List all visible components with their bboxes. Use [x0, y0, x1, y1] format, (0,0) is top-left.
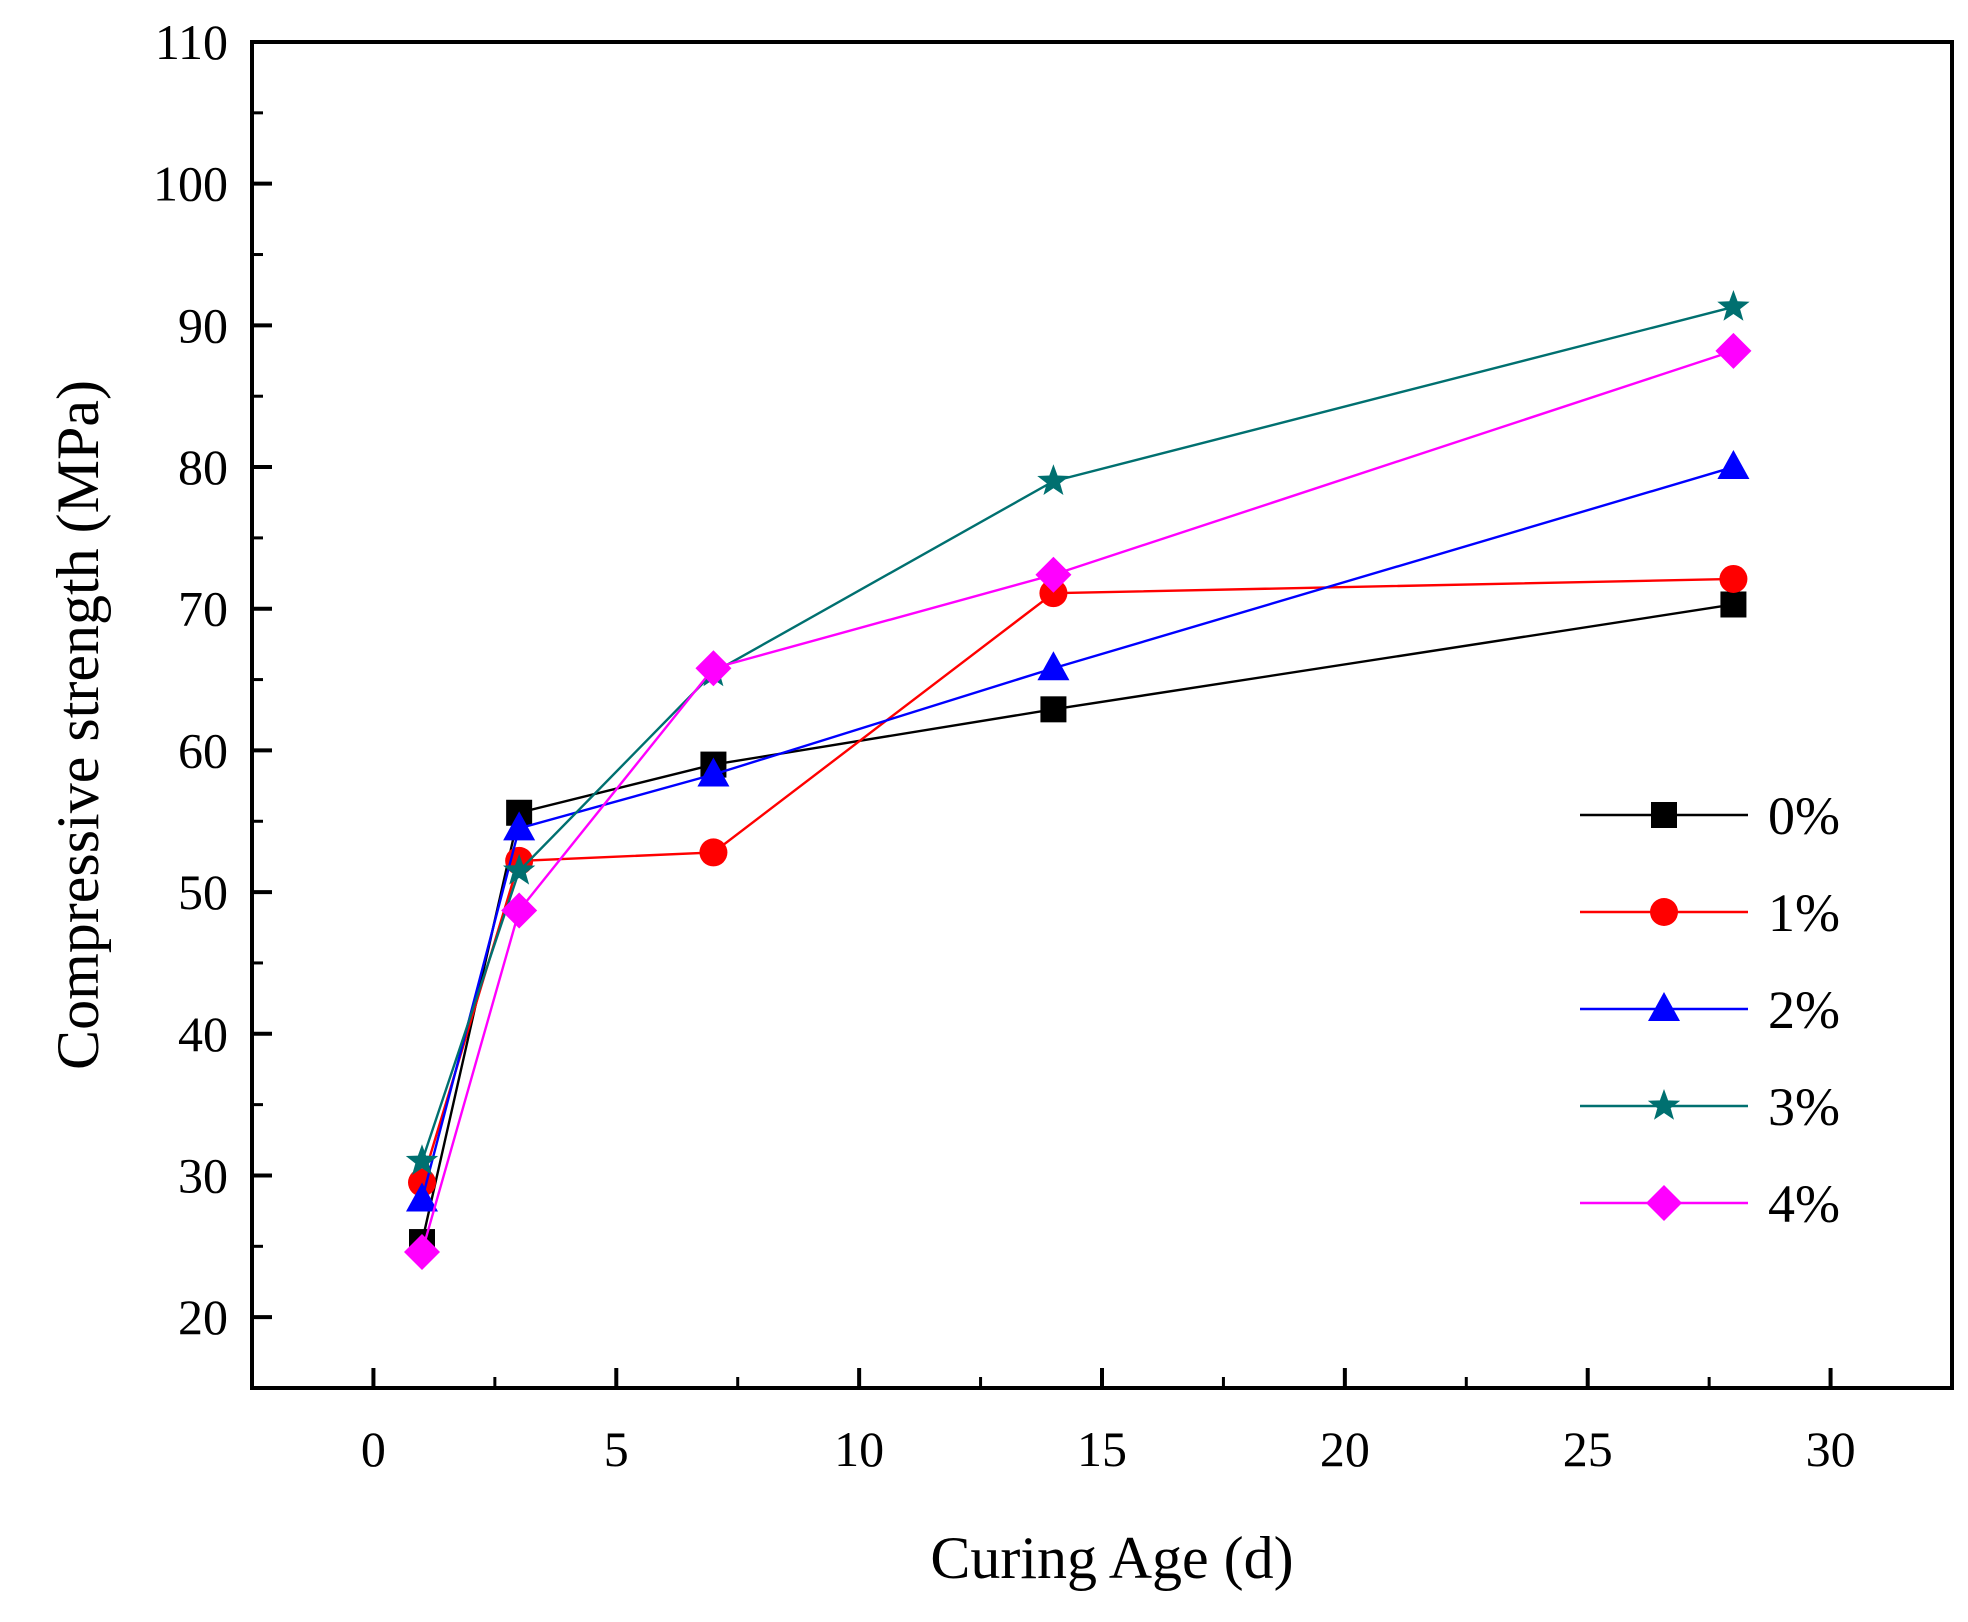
series-line: [420, 603, 1734, 1243]
data-point: [699, 838, 728, 867]
data-point: [406, 1182, 438, 1212]
legend-item: 1%: [1580, 883, 1840, 943]
legend: 0% 1% 2% 3% 4%: [1580, 786, 1840, 1234]
data-point: [502, 853, 536, 885]
legend-marker: [1646, 1185, 1682, 1221]
series-line: [420, 305, 1734, 1162]
data-point: [1037, 464, 1070, 495]
data-point: [1039, 579, 1068, 608]
y-tick-label: 80: [178, 439, 228, 495]
data-point: [695, 650, 732, 687]
legend-label: 1%: [1768, 883, 1840, 943]
x-tick-label: 10: [834, 1421, 884, 1477]
y-tick-label: 60: [178, 722, 228, 778]
data-point: [1037, 651, 1070, 681]
data-point: [1715, 332, 1752, 369]
legend-marker: [1651, 802, 1677, 828]
series-line: [420, 465, 1734, 1200]
x-tick-label: 20: [1320, 1421, 1370, 1477]
x-tick-label: 25: [1563, 1421, 1613, 1477]
data-point: [501, 892, 538, 929]
y-tick-label: 30: [178, 1147, 228, 1203]
x-tick-label: 5: [604, 1421, 629, 1477]
series-4: [404, 332, 1752, 1270]
data-point: [404, 1233, 440, 1270]
y-tick-label: 110: [155, 14, 228, 70]
x-tick-label: 15: [1077, 1421, 1127, 1477]
legend-marker: [1650, 898, 1678, 926]
data-point: [1720, 591, 1747, 618]
series-layer: [404, 289, 1752, 1270]
data-point: [1035, 556, 1072, 593]
y-axis-title: Compressive strength (MPa): [45, 380, 111, 1070]
data-point: [503, 811, 536, 841]
series-1: [408, 564, 1748, 1197]
legend-item: 3%: [1580, 1077, 1840, 1137]
y-tick-label: 50: [178, 864, 228, 920]
legend-marker: [1648, 992, 1680, 1021]
series-0: [409, 591, 1747, 1256]
y-tick-label: 90: [178, 297, 228, 353]
data-point: [1040, 696, 1067, 723]
data-point: [697, 757, 730, 787]
legend-marker: [1647, 1089, 1681, 1120]
legend-item: 2%: [1580, 980, 1840, 1040]
data-point: [1717, 289, 1750, 321]
series-3: [405, 289, 1750, 1176]
legend-label: 0%: [1768, 786, 1840, 846]
data-point: [1719, 564, 1748, 593]
y-tick-label: 70: [178, 581, 228, 637]
x-tick-label: 30: [1806, 1421, 1856, 1477]
ticks-layer: 0 5 10 15 20 25 30 20 30 40 50 60 70 80 90 100 110: [153, 14, 1856, 1477]
y-tick-label: 100: [153, 156, 228, 212]
y-tick-label: 20: [178, 1289, 228, 1345]
legend-label: 2%: [1768, 980, 1840, 1040]
x-axis-title: Curing Age (d): [930, 1525, 1293, 1591]
x-tick-label: 0: [361, 1421, 386, 1477]
data-point: [1717, 450, 1750, 480]
plot-frame: [250, 40, 1954, 1390]
legend-label: 4%: [1768, 1174, 1840, 1234]
legend-label: 3%: [1768, 1077, 1840, 1137]
series-line: [420, 577, 1734, 1183]
y-tick-label: 40: [178, 1006, 228, 1062]
legend-item: 4%: [1580, 1174, 1840, 1234]
data-point: [405, 1144, 439, 1176]
series-2: [406, 450, 1750, 1212]
legend-item: 0%: [1580, 786, 1840, 846]
